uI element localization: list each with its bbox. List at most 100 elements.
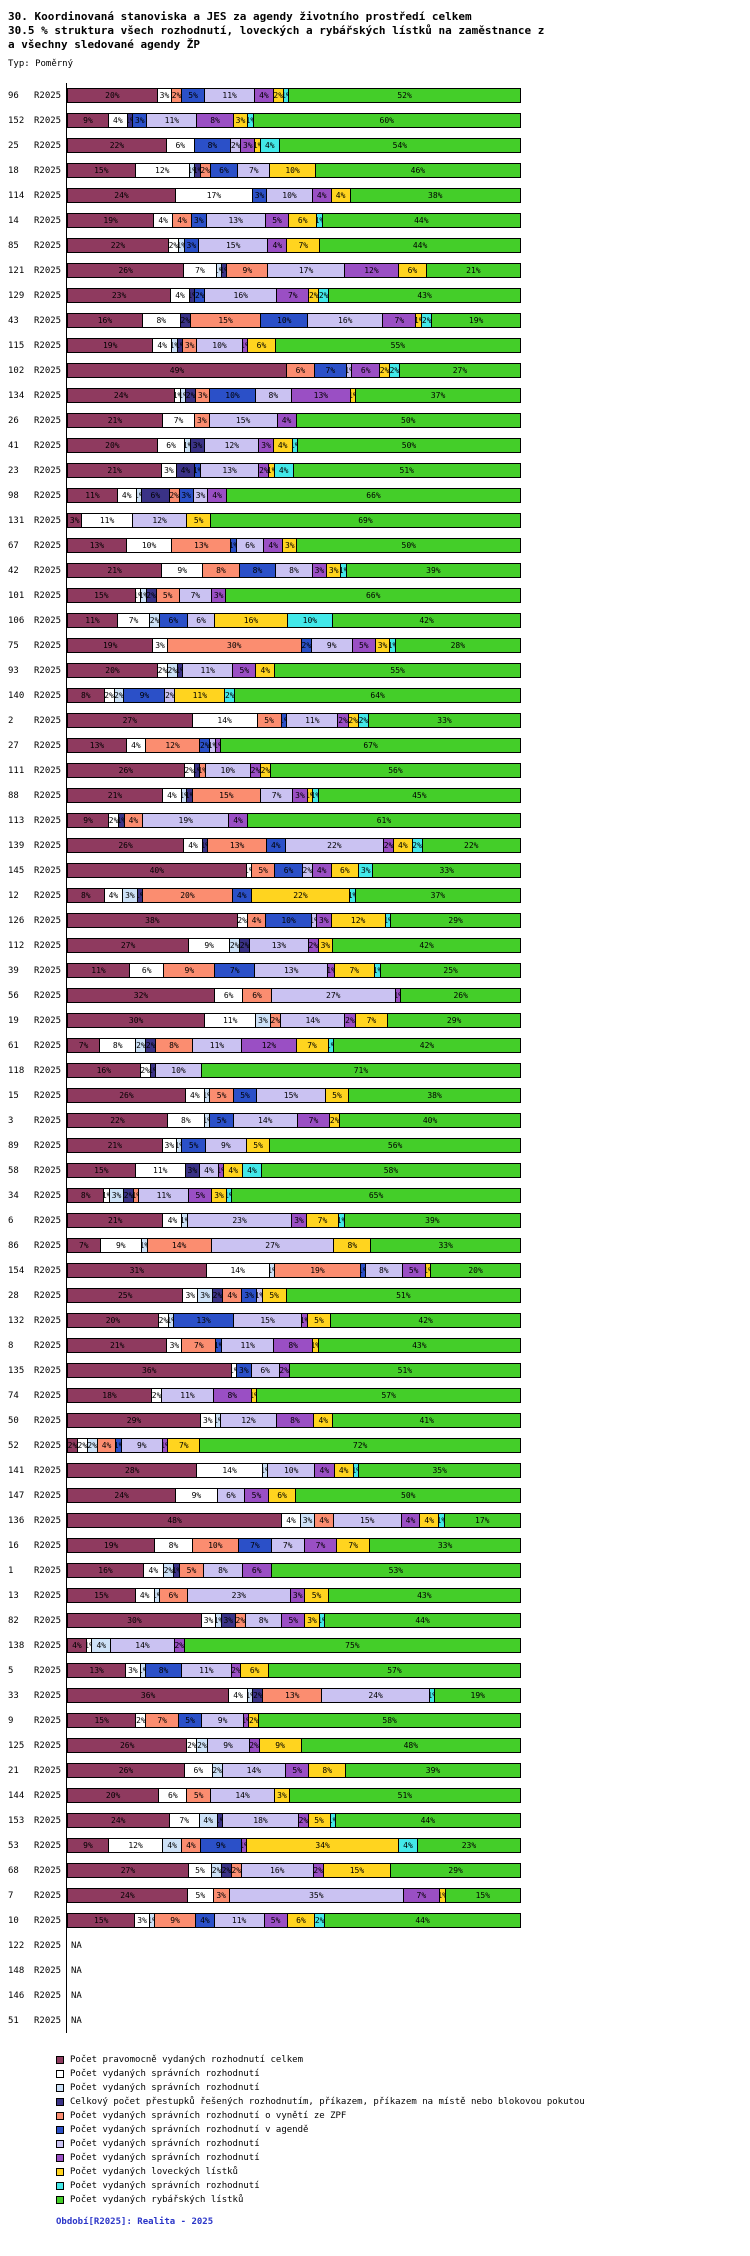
bar-segment: 1% <box>215 739 222 752</box>
bar-segment: 1% <box>311 914 318 927</box>
segment-value-label: 2% <box>273 91 284 100</box>
bar-segment: 1% <box>242 339 249 352</box>
bar-segment: 20% <box>143 889 233 902</box>
segment-value-label: 4% <box>108 891 119 900</box>
segment-value-label: 64% <box>370 691 385 700</box>
segment-value-label: 37% <box>430 891 446 900</box>
segment-value-label: 9% <box>221 1141 231 1150</box>
bar-segment: 42% <box>333 614 521 627</box>
segment-value-label: 2% <box>319 291 329 300</box>
row-id-label: 41 <box>8 440 19 451</box>
segment-value-label: 1% <box>222 266 226 275</box>
bar-segment: 7% <box>162 414 196 427</box>
segment-value-label: 5% <box>195 1891 206 1900</box>
bar-segment: 20% <box>68 1789 160 1802</box>
chart-row: 140 R2025 8% 2% 2% 9% 2% 11% 2% 64% <box>8 683 750 708</box>
bar-segment: 6% <box>251 1364 280 1377</box>
segment-value-label: 7% <box>157 1716 167 1725</box>
segment-value-label: 7% <box>416 1891 427 1900</box>
stacked-bar: 15%4%1%6%23%3%5%43% <box>67 1588 521 1603</box>
segment-value-label: 1% <box>232 1366 237 1375</box>
row-period-label: R2025 <box>34 1940 62 1951</box>
segment-value-label: 1% <box>195 766 199 775</box>
bar-segment: 2% <box>231 1864 242 1877</box>
bar-segment: 40% <box>68 864 247 877</box>
bar-segment: 1% <box>439 1514 445 1527</box>
stacked-bar: 9%4%1%3%11%8%3%1%60% <box>67 113 521 128</box>
bar-segment: 2% <box>260 764 271 777</box>
bar-segment: 2% <box>195 289 206 302</box>
row-id-label: 153 <box>8 1815 25 1826</box>
bar-segment: 1% <box>281 714 288 727</box>
segment-value-label: 26% <box>453 991 468 1000</box>
segment-value-label: 42% <box>419 1041 435 1050</box>
bar-segment: 4% <box>274 464 294 477</box>
row-id-label: 52 <box>8 1440 19 1451</box>
segment-value-label: 15% <box>94 1716 109 1725</box>
bar-segment: 5% <box>246 1139 271 1152</box>
row-period-label: R2025 <box>34 1440 62 1451</box>
bar-segment: 4% <box>173 214 193 227</box>
segment-value-label: 3% <box>185 1291 196 1300</box>
bar-segment: 1% <box>312 1339 319 1352</box>
bar-segment: 3% <box>201 1614 217 1627</box>
bar-segment: 1% <box>328 964 335 977</box>
segment-value-label: 8% <box>289 566 299 575</box>
stacked-bar-area: 24%7%4%1%18%2%5%1%44% <box>66 1808 521 1833</box>
bar-segment: 1% <box>178 239 185 252</box>
bar-segment: 2% <box>163 1564 175 1577</box>
bar-segment: 1% <box>135 589 142 602</box>
bar-segment: 15% <box>257 1089 326 1102</box>
segment-value-label: 11% <box>164 116 180 125</box>
bar-segment: 16% <box>215 614 288 627</box>
segment-value-label: 16% <box>233 291 248 300</box>
chart-row: 114 R2025 24% 17% 3% 10% 4% 4% 38% <box>8 183 750 208</box>
bar-segment: 4% <box>97 1439 117 1452</box>
segment-value-label: 2% <box>221 1866 232 1875</box>
bar-segment: 14% <box>222 1764 287 1777</box>
segment-value-label: 8% <box>207 141 218 150</box>
row-id-label: 25 <box>8 140 19 151</box>
segment-value-label: 22% <box>110 1116 125 1125</box>
bar-segment: 11% <box>147 114 198 127</box>
segment-value-label: 3% <box>194 216 204 225</box>
segment-value-label: 17% <box>475 1516 490 1525</box>
bar-segment: 6% <box>160 614 188 627</box>
segment-value-label: 3% <box>137 1916 147 1925</box>
bar-segment: 8% <box>167 1114 205 1127</box>
bar-segment: 18% <box>222 1814 300 1827</box>
segment-value-label: 1% <box>169 1316 174 1325</box>
segment-value-label: 13% <box>271 941 287 950</box>
row-period-label: R2025 <box>34 1315 62 1326</box>
stacked-bar: 9%12%4%4%9%1%34%4%23% <box>67 1838 521 1853</box>
stacked-bar-area: 22%2%1%3%15%4%7%44% <box>66 233 521 258</box>
stacked-bar: 19% 8% 10% 7% 7% 7% 7% 33% <box>67 1538 521 1553</box>
segment-value-label: 29% <box>448 1866 463 1875</box>
bar-segment: 3% <box>275 1789 290 1802</box>
bar-segment: 58% <box>259 1714 520 1727</box>
bar-segment: 43% <box>329 289 520 302</box>
segment-value-label: 4% <box>316 866 327 875</box>
segment-value-label: 24% <box>113 391 129 400</box>
chart-row: 146 R2025 NA <box>8 1983 750 2008</box>
stacked-bar-area: 11%6%9%7%13%1%7%1%25% <box>66 958 521 983</box>
legend-label: Počet vydaných rybářských lístků <box>70 2195 244 2205</box>
row-period-label: R2025 <box>34 615 62 626</box>
segment-value-label: 26% <box>119 1741 135 1750</box>
bar-segment: 19% <box>432 314 520 327</box>
stacked-bar-area: 2%2%2%4%1%9%1%7%72% <box>66 1433 521 1458</box>
segment-value-label: 10% <box>208 1541 223 1550</box>
bar-segment: 44% <box>325 1914 521 1927</box>
chart-row: 16 R2025 19% 8% 10% 7% 7% 7% 7% 33% <box>8 1533 750 1558</box>
stacked-bar-area: 22%6%8%2%3%1%4%54% <box>66 133 521 158</box>
segment-value-label: 1% <box>128 116 132 125</box>
segment-value-label: 6% <box>168 1591 179 1600</box>
row-period-label: R2025 <box>34 790 62 801</box>
bar-segment: 14% <box>147 1239 212 1252</box>
segment-value-label: 15% <box>94 1591 109 1600</box>
bar-segment: 2% <box>249 1714 260 1727</box>
bar-segment: 1% <box>127 114 134 127</box>
